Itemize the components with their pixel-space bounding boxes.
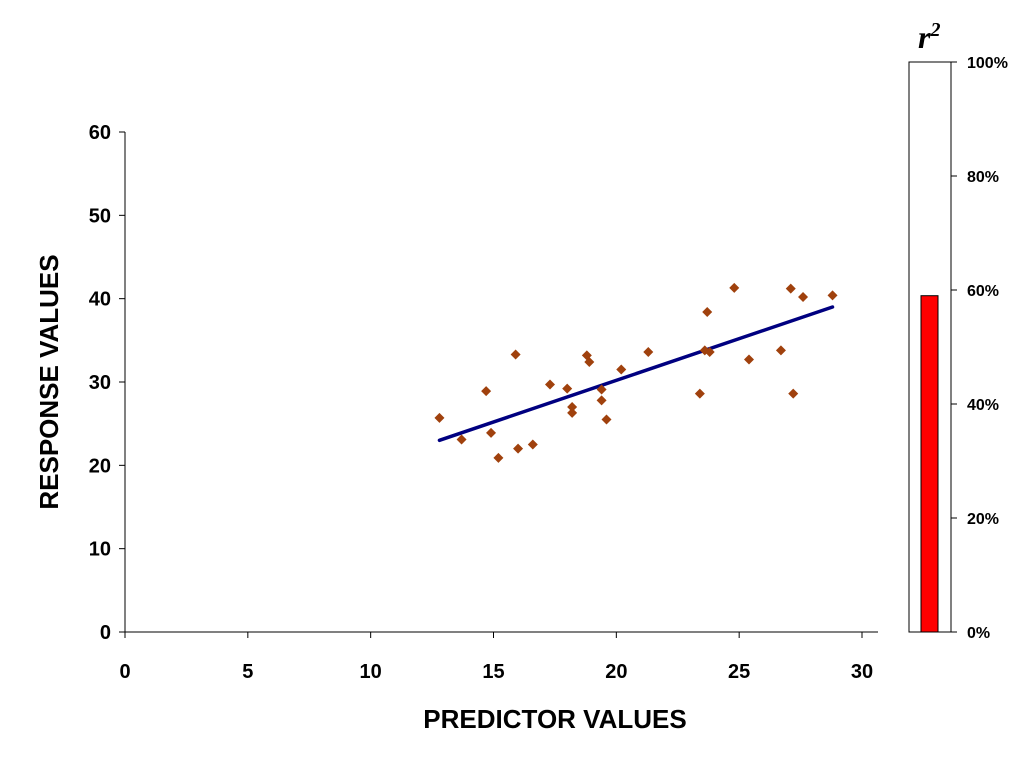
scatter-point: [616, 364, 627, 375]
scatter-point: [584, 357, 595, 367]
scatter-point: [527, 439, 538, 450]
scatter-point: [827, 290, 838, 301]
y-axis-ticks: 0 10 20 30 40 50 60: [89, 122, 125, 644]
gauge-tick-label: 80%: [967, 169, 999, 186]
x-tick-label: 5: [242, 661, 253, 683]
scatter-point: [596, 395, 607, 406]
y-tick-label: 20: [89, 455, 111, 477]
scatter-points: [434, 282, 838, 463]
scatter-point: [434, 412, 445, 423]
scatter-point: [643, 347, 654, 357]
x-tick-label: 25: [728, 661, 750, 683]
scatter-point: [704, 347, 715, 357]
y-axis-title: RESPONSE VALUES: [34, 254, 64, 509]
r-squared-gauge: r2 0% 20% 40% 60% 80% 100%: [908, 19, 1008, 642]
scatter-point: [798, 292, 809, 302]
y-tick-label: 40: [89, 289, 111, 311]
gauge-title-superscript: 2: [929, 19, 940, 41]
gauge-tick-label: 40%: [967, 397, 999, 414]
scatter-plot: 0 10 20 30 40 50 60 0 5 10 15 20 25 30 PREDICTOR VAL…: [34, 122, 878, 734]
scatter-point: [596, 384, 607, 395]
scatter-point: [694, 388, 705, 399]
gauge-title: r2: [918, 19, 940, 55]
x-tick-label: 15: [482, 661, 504, 683]
scatter-point: [493, 452, 504, 463]
scatter-point: [788, 388, 799, 399]
scatter-point: [785, 283, 796, 294]
x-axis-title: PREDICTOR VALUES: [423, 704, 686, 734]
scatter-point: [545, 379, 556, 390]
x-tick-label: 20: [605, 661, 627, 683]
scatter-point: [562, 383, 573, 394]
x-axis-ticks: 0 5 10 15 20 25 30: [119, 632, 873, 683]
gauge-tick-label: 100%: [967, 55, 1008, 72]
scatter-point: [729, 282, 740, 293]
gauge-tick-label: 20%: [967, 511, 999, 528]
gauge-tick-label: 0%: [967, 625, 990, 642]
trendline: [437, 305, 835, 443]
x-tick-label: 10: [360, 661, 382, 683]
scatter-point: [567, 402, 578, 412]
scatter-point: [567, 407, 578, 418]
gauge-tick-label: 60%: [967, 283, 999, 300]
x-tick-label: 0: [119, 661, 130, 683]
gauge-axis-ticks: 0% 20% 40% 60% 80% 100%: [951, 55, 1008, 642]
gauge-title-r: r: [918, 19, 931, 55]
scatter-point: [481, 386, 492, 397]
y-tick-label: 10: [89, 539, 111, 561]
scatter-point: [702, 307, 713, 317]
y-tick-label: 60: [89, 122, 111, 144]
y-tick-label: 50: [89, 205, 111, 227]
scatter-point: [510, 349, 521, 360]
scatter-point: [513, 443, 524, 454]
x-tick-label: 30: [851, 661, 873, 683]
scatter-point: [743, 354, 754, 365]
y-tick-label: 0: [100, 622, 111, 644]
scatter-point: [486, 427, 497, 438]
gauge-bar: [920, 295, 939, 633]
scatter-point: [775, 345, 786, 356]
y-tick-label: 30: [89, 372, 111, 394]
scatter-point: [601, 414, 612, 425]
scatter-point: [456, 434, 467, 445]
